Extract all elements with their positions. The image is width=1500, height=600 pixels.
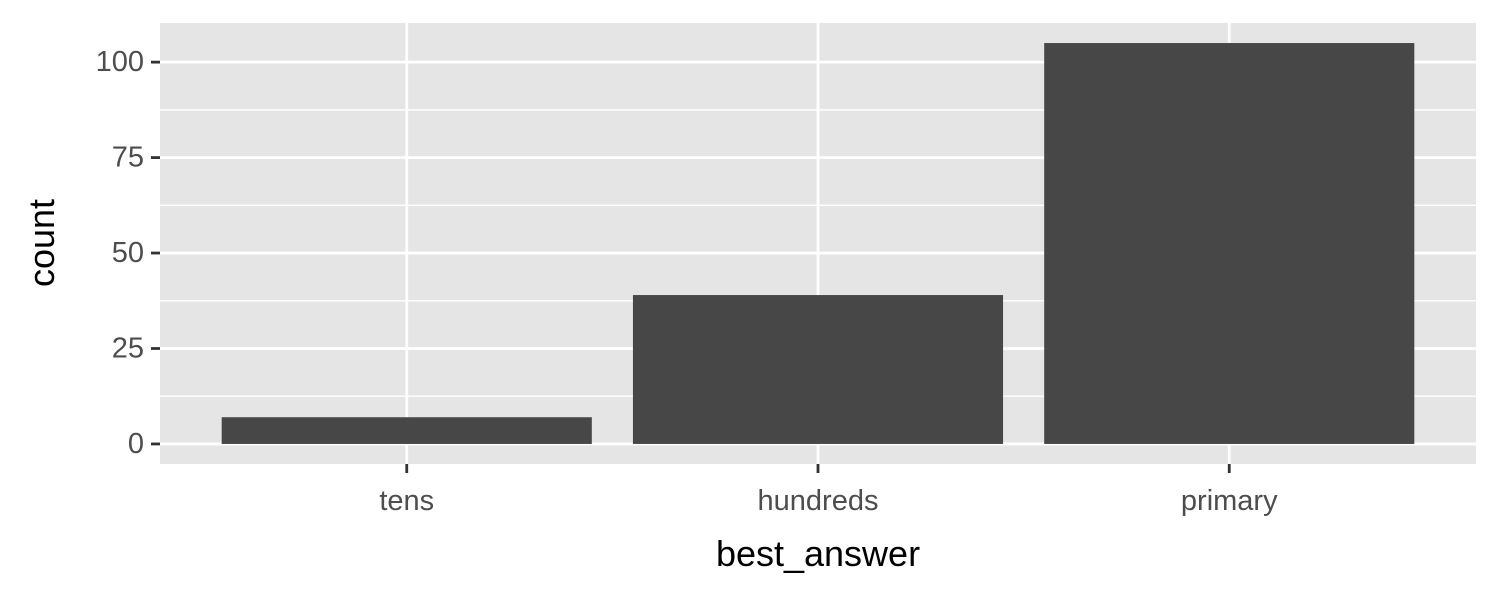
x-axis: tens hundreds primary: [379, 464, 1278, 517]
y-axis: 0 25 50 75 100: [96, 46, 160, 460]
bar-tens: [221, 417, 592, 444]
y-tick-label: 0: [128, 428, 144, 460]
bars: [221, 43, 1415, 444]
x-tick-label-hundreds: hundreds: [758, 485, 879, 517]
x-tick-label-tens: tens: [379, 485, 434, 517]
y-tick-label: 25: [112, 333, 144, 365]
x-tick-label-primary: primary: [1181, 485, 1278, 517]
bar-primary: [1044, 43, 1415, 444]
y-axis-title: count: [21, 199, 62, 287]
x-axis-title: best_answer: [716, 533, 920, 574]
y-tick-label: 50: [112, 237, 144, 269]
bar-hundreds: [632, 295, 1004, 444]
y-tick-label: 75: [112, 142, 144, 174]
y-tick-label: 100: [96, 46, 144, 78]
